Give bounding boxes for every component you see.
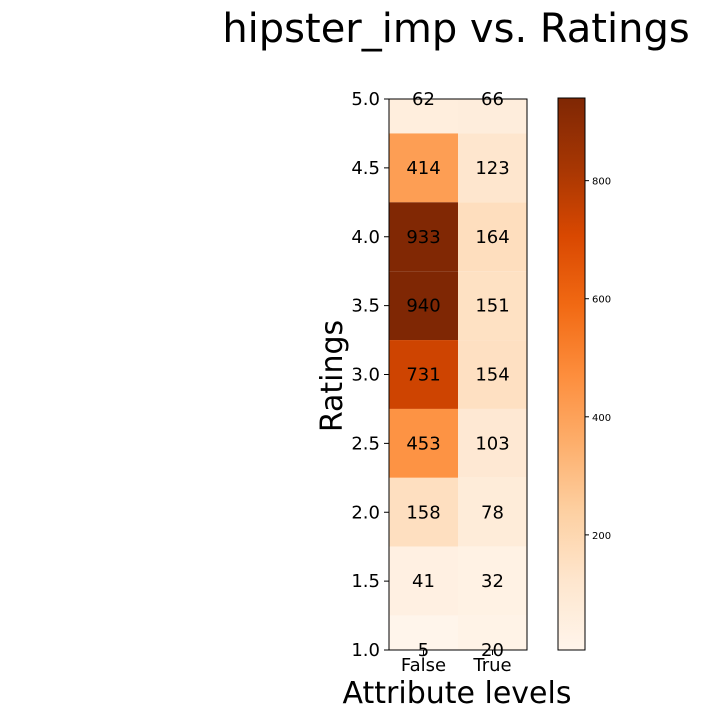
- heatmap-cell: [389, 546, 458, 616]
- y-axis-label: Ratings: [315, 320, 350, 432]
- colorbar-tick-label: 600: [592, 295, 611, 306]
- heatmap-cell: [458, 340, 527, 409]
- x-tick-label: False: [401, 655, 446, 676]
- heatmap-cell: [458, 615, 527, 650]
- heatmap-cell: [389, 477, 458, 547]
- y-tick-label: 5.0: [351, 89, 380, 110]
- heatmap-cells: [389, 99, 527, 650]
- cell-value-label: 940: [406, 296, 440, 317]
- heatmap-cell: [458, 546, 527, 616]
- cell-value-label: 164: [475, 227, 509, 248]
- heatmap-cell: [458, 202, 527, 272]
- cell-value-label: 414: [406, 158, 440, 179]
- y-tick-label: 1.5: [351, 571, 380, 592]
- cell-value-label: 933: [406, 227, 440, 248]
- heatmap-cell: [389, 202, 458, 272]
- y-tick-label: 1.0: [351, 640, 380, 661]
- cell-value-label: 158: [406, 502, 440, 523]
- heatmap-cell: [389, 340, 458, 409]
- y-axis-ticks: 1.0 1.5 2.0 2.5 3.0 3.5 4.0 4.5 5.0: [351, 89, 389, 661]
- colorbar-ticks: 200 400 600 800: [585, 177, 611, 542]
- cell-value-label: 123: [475, 158, 509, 179]
- chart-title: hipster_imp vs. Ratings: [222, 6, 689, 52]
- cell-value-label: 154: [475, 365, 509, 386]
- cell-value-label: 41: [412, 571, 435, 592]
- x-axis-label: Attribute levels: [343, 676, 572, 711]
- y-tick-label: 4.5: [351, 158, 380, 179]
- cell-value-label: 731: [406, 365, 440, 386]
- heatmap-cell: [389, 133, 458, 203]
- heatmap-cell: [458, 133, 527, 203]
- y-tick-label: 2.5: [351, 433, 380, 454]
- heatmap-cell: [389, 615, 458, 650]
- heatmap-cell: [458, 271, 527, 341]
- cell-value-label: 103: [475, 433, 509, 454]
- heatmap-cell: [458, 477, 527, 547]
- colorbar-tick-label: 200: [592, 531, 611, 542]
- colorbar-tick-label: 400: [592, 413, 611, 424]
- cell-value-label: 78: [481, 502, 504, 523]
- cell-value-label: 32: [481, 571, 504, 592]
- colorbar: [557, 97, 586, 651]
- colorbar-tick-label: 800: [592, 177, 611, 188]
- y-tick-label: 4.0: [351, 227, 380, 248]
- x-tick-label: True: [472, 655, 511, 676]
- heatmap-cell: [458, 99, 527, 134]
- heatmap-cell: [389, 271, 458, 341]
- y-tick-label: 3.5: [351, 296, 380, 317]
- cell-value-label: 151: [475, 296, 509, 317]
- x-axis-ticks: False True: [401, 650, 512, 676]
- y-tick-label: 3.0: [351, 365, 380, 386]
- heatmap-cell: [389, 99, 458, 134]
- cell-value-label: 453: [406, 433, 440, 454]
- heatmap-cell: [389, 408, 458, 478]
- y-tick-label: 2.0: [351, 502, 380, 523]
- heatmap-cell: [458, 408, 527, 478]
